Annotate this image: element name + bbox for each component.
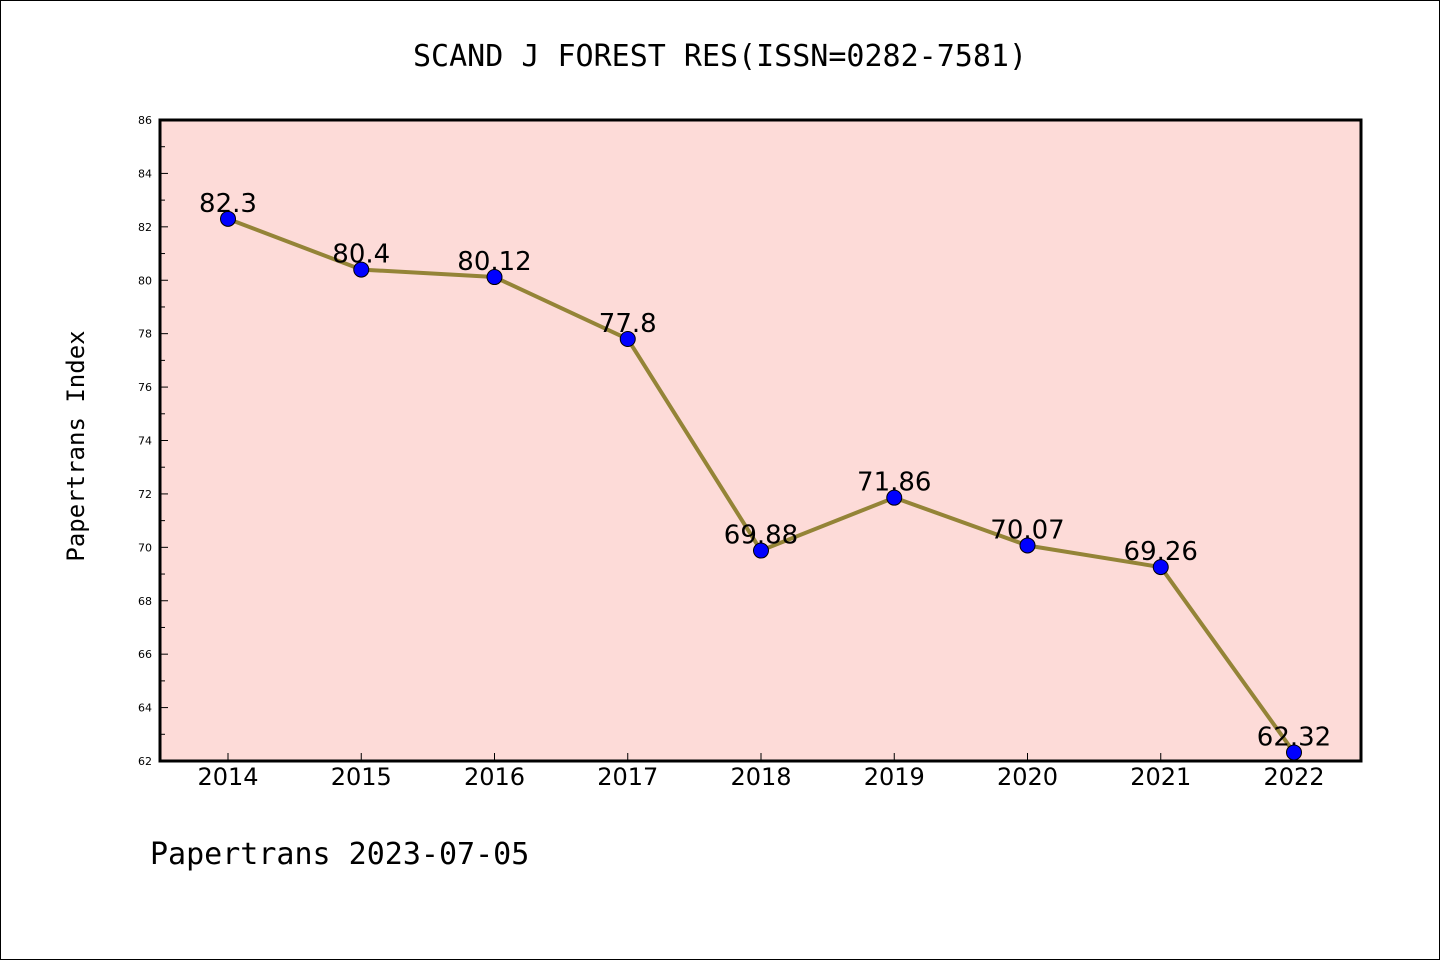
data-label: 71.86 [857, 468, 931, 498]
data-label: 70.07 [990, 515, 1064, 545]
y-tick-label: 72 [138, 488, 152, 501]
y-tick-label: 70 [138, 541, 152, 554]
chart-title: SCAND J FOREST RES(ISSN=0282-7581) [413, 39, 1027, 74]
x-tick-label: 2016 [464, 763, 525, 791]
x-tick-label: 2019 [864, 763, 925, 791]
plot-area [160, 120, 1361, 761]
y-tick-label: 76 [138, 381, 152, 394]
y-tick-label: 64 [138, 702, 152, 715]
y-tick-label: 66 [138, 648, 152, 661]
data-point [886, 489, 903, 506]
data-point [619, 331, 636, 348]
x-tick-label: 2020 [997, 763, 1058, 791]
y-axis-label: Papertrans Index [62, 330, 90, 561]
plot-border [158, 118, 1363, 763]
data-point [220, 210, 236, 227]
data-label: 80.12 [457, 247, 531, 277]
chart-footer: Papertrans 2023-07-05 [150, 837, 529, 872]
y-tick-label: 62 [138, 755, 152, 768]
data-label: 80.4 [332, 240, 390, 270]
y-tick-label: 86 [138, 114, 152, 127]
data-point [753, 542, 769, 559]
data-label: 69.26 [1124, 537, 1198, 567]
x-tick-label: 2014 [197, 763, 258, 791]
x-tick-label: 2021 [1130, 763, 1191, 791]
y-tick-label: 84 [138, 167, 152, 180]
y-tick-label: 68 [138, 595, 152, 608]
data-label: 62.32 [1257, 722, 1331, 752]
data-point [486, 269, 503, 286]
data-point [1152, 559, 1169, 576]
data-point [1019, 537, 1036, 554]
x-tick-label: 2022 [1263, 763, 1324, 791]
data-label: 77.8 [599, 309, 657, 339]
data-label: 69.88 [724, 521, 798, 551]
y-tick-label: 82 [138, 221, 152, 234]
x-tick-label: 2015 [331, 763, 392, 791]
series-line-group: 82.3 80.4 80.12 77.8 69.88 71.86 70.07 69.26 62.… [199, 189, 1331, 761]
y-tick-label: 74 [138, 435, 152, 448]
y-tick-label: 80 [138, 274, 152, 287]
x-axis: 2014 2015 2016 2017 2018 2019 2020 2021 2022 [197, 753, 1325, 791]
data-point [353, 261, 370, 278]
x-tick-label: 2017 [597, 763, 658, 791]
x-tick-label: 2018 [730, 763, 791, 791]
y-tick-label: 78 [138, 328, 152, 341]
data-label: 82.3 [199, 189, 257, 219]
